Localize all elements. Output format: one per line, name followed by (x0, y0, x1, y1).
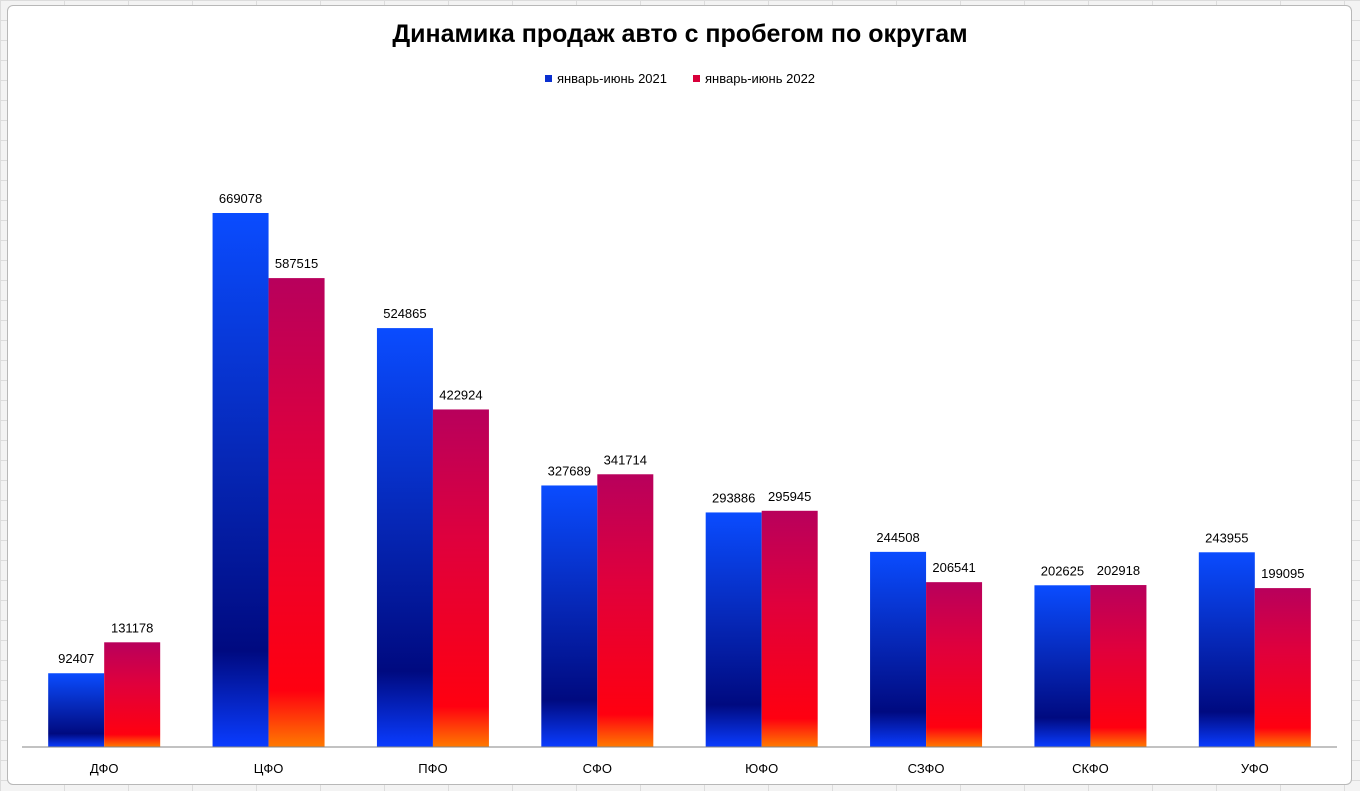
bar-СФО-series-1[interactable] (541, 485, 598, 747)
chart-title: Динамика продаж авто с пробегом по округ… (392, 20, 968, 48)
bar-ПФО-series-1[interactable] (376, 328, 433, 747)
category-label-СКФО: СКФО (1072, 761, 1109, 776)
bars-group: 92407 131178 669078 587515 524865 422924 32768… (48, 191, 1311, 747)
category-labels: ДФО ЦФО ПФО СФО ЮФО СЗФО СКФО УФО (90, 761, 1269, 776)
bar-СФО-series-2[interactable] (597, 474, 654, 747)
bar-СЗФО-series-2[interactable] (926, 582, 983, 747)
bar-ЦФО-series-2[interactable] (268, 278, 325, 747)
category-label-СФО: СФО (583, 761, 612, 776)
legend-label-2021: январь-июнь 2021 (556, 71, 667, 86)
legend[interactable]: январь-июнь 2021 январь-июнь 2022 (0, 71, 1360, 86)
legend-label-2022: январь-июнь 2022 (705, 71, 816, 86)
category-label-ЦФО: ЦФО (254, 761, 284, 776)
data-label-УФО-series-2: 199095 (1261, 566, 1304, 581)
data-label-ЦФО-series-2: 587515 (275, 256, 318, 271)
bar-ПФО-series-2[interactable] (432, 409, 489, 747)
data-label-СКФО-series-1: 202625 (1041, 563, 1084, 578)
data-label-СФО-series-2: 341714 (604, 452, 647, 467)
category-label-УФО: УФО (1241, 761, 1269, 776)
bar-УФО-series-2[interactable] (1254, 588, 1311, 747)
bar-ЮФО-series-2[interactable] (761, 510, 818, 747)
category-label-ПФО: ПФО (418, 761, 447, 776)
legend-item-2022[interactable]: январь-июнь 2022 (693, 71, 815, 86)
category-label-СЗФО: СЗФО (908, 761, 945, 776)
bar-УФО-series-1[interactable] (1198, 552, 1255, 747)
legend-item-2021[interactable]: январь-июнь 2021 (544, 71, 667, 86)
data-label-СФО-series-1: 327689 (548, 463, 591, 478)
data-label-СЗФО-series-2: 206541 (932, 560, 975, 575)
data-label-ПФО-series-2: 422924 (439, 387, 482, 402)
data-label-СЗФО-series-1: 244508 (876, 530, 919, 545)
data-label-ЮФО-series-2: 295945 (768, 489, 811, 504)
data-label-СКФО-series-2: 202918 (1097, 563, 1140, 578)
data-label-ЦФО-series-1: 669078 (219, 191, 262, 206)
bar-ЮФО-series-1[interactable] (705, 512, 762, 747)
category-label-ЮФО: ЮФО (745, 761, 778, 776)
data-label-УФО-series-1: 243955 (1205, 530, 1248, 545)
data-label-ДФО-series-1: 92407 (58, 651, 94, 666)
legend-swatch-2021 (544, 75, 552, 82)
bar-ДФО-series-1[interactable] (48, 673, 105, 747)
data-label-ЮФО-series-1: 293886 (712, 490, 755, 505)
bar-ДФО-series-2[interactable] (104, 642, 161, 747)
bar-ЦФО-series-1[interactable] (212, 213, 269, 747)
bar-СКФО-series-2[interactable] (1090, 585, 1147, 747)
legend-swatch-2022 (693, 75, 700, 82)
category-label-ДФО: ДФО (90, 761, 119, 776)
data-label-ПФО-series-1: 524865 (383, 306, 426, 321)
bar-СКФО-series-1[interactable] (1034, 585, 1091, 747)
data-label-ДФО-series-2: 131178 (111, 620, 153, 635)
bar-СЗФО-series-1[interactable] (870, 551, 927, 747)
